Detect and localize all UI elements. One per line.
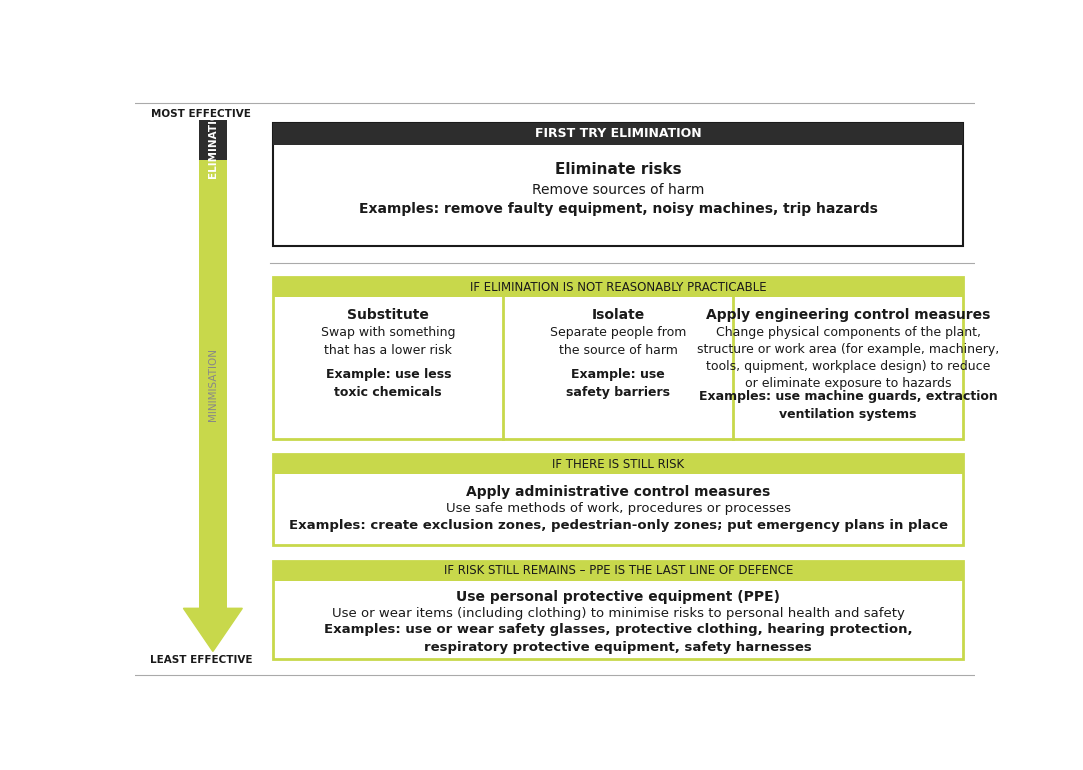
Polygon shape <box>183 608 243 651</box>
Text: Substitute: Substitute <box>348 308 429 322</box>
Text: Examples: use machine guards, extraction
ventilation systems: Examples: use machine guards, extraction… <box>699 390 997 420</box>
Bar <box>273 561 963 581</box>
Text: Apply administrative control measures: Apply administrative control measures <box>466 485 770 499</box>
Text: MINIMISATION: MINIMISATION <box>208 348 218 420</box>
Text: IF ELIMINATION IS NOT REASONABLY PRACTICABLE: IF ELIMINATION IS NOT REASONABLY PRACTIC… <box>470 281 767 293</box>
Text: FIRST TRY ELIMINATION: FIRST TRY ELIMINATION <box>535 128 702 140</box>
Text: Use safe methods of work, procedures or processes: Use safe methods of work, procedures or … <box>446 502 791 515</box>
Bar <box>273 561 963 659</box>
Bar <box>273 123 963 246</box>
Text: Change physical components of the plant,
structure or work area (for example, ma: Change physical components of the plant,… <box>697 326 1000 390</box>
Text: Swap with something
that has a lower risk: Swap with something that has a lower ris… <box>321 326 456 357</box>
Text: Use personal protective equipment (PPE): Use personal protective equipment (PPE) <box>456 590 780 604</box>
Text: Remove sources of harm: Remove sources of harm <box>532 183 704 197</box>
Text: IF RISK STILL REMAINS – PPE IS THE LAST LINE OF DEFENCE: IF RISK STILL REMAINS – PPE IS THE LAST … <box>444 564 793 577</box>
Text: Use or wear items (including clothing) to minimise risks to personal health and : Use or wear items (including clothing) t… <box>331 607 904 620</box>
Text: Example: use less
toxic chemicals: Example: use less toxic chemicals <box>326 368 451 399</box>
Text: LEAST EFFECTIVE: LEAST EFFECTIVE <box>151 655 252 665</box>
Text: Examples: create exclusion zones, pedestrian-only zones; put emergency plans in : Examples: create exclusion zones, pedest… <box>289 519 948 532</box>
Text: Isolate: Isolate <box>591 308 644 322</box>
Text: Separate people from
the source of harm: Separate people from the source of harm <box>550 326 687 357</box>
Bar <box>273 454 963 474</box>
Text: Examples: use or wear safety glasses, protective clothing, hearing protection,
r: Examples: use or wear safety glasses, pr… <box>324 623 913 654</box>
Bar <box>273 123 963 145</box>
Text: ELIMINATION: ELIMINATION <box>208 102 218 179</box>
Text: Examples: remove faulty equipment, noisy machines, trip hazards: Examples: remove faulty equipment, noisy… <box>358 202 877 216</box>
Bar <box>273 277 963 297</box>
Text: Apply engineering control measures: Apply engineering control measures <box>706 308 990 322</box>
Bar <box>273 454 963 545</box>
Bar <box>273 277 963 439</box>
Bar <box>199 160 226 608</box>
Text: MOST EFFECTIVE: MOST EFFECTIVE <box>152 109 251 119</box>
Text: Eliminate risks: Eliminate risks <box>554 162 681 176</box>
Bar <box>199 120 226 160</box>
Text: Example: use
safety barriers: Example: use safety barriers <box>566 368 670 399</box>
Text: IF THERE IS STILL RISK: IF THERE IS STILL RISK <box>552 458 684 470</box>
